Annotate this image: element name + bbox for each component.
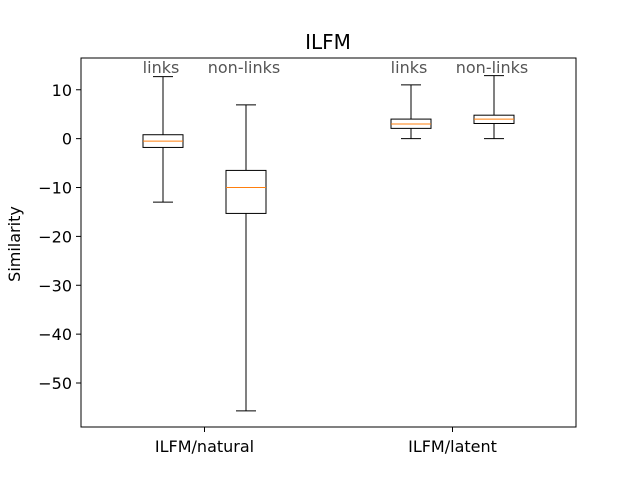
box-annotation-links: links (391, 58, 428, 77)
box-non-links-3 (473, 75, 515, 140)
box-links-2 (390, 84, 432, 140)
box-annotation-non-links: non-links (456, 58, 528, 77)
box-annotations: links non-links links non-links (143, 58, 529, 77)
x-axis-group-labels: ILFM/natural ILFM/latent (155, 427, 497, 456)
y-tick-label: 10 (52, 81, 72, 100)
y-tick-label: −40 (38, 325, 72, 344)
y-tick-label: −20 (38, 227, 72, 246)
plot-frame (80, 57, 577, 428)
box-annotation-non-links: non-links (208, 58, 280, 77)
interquartile-box (225, 169, 267, 214)
box-annotation-links: links (143, 58, 180, 77)
y-tick-label: −30 (38, 276, 72, 295)
box-links-0 (142, 76, 184, 203)
x-group-label: ILFM/latent (408, 437, 497, 456)
chart-title: ILFM (305, 30, 351, 54)
y-axis-ticks: 10 0 −10 −20 −30 −40 −50 (38, 81, 81, 393)
y-axis-label: Similarity (5, 206, 24, 282)
y-tick-label: −10 (38, 179, 72, 198)
y-tick-label: −50 (38, 374, 72, 393)
y-tick-label: 0 (62, 130, 72, 149)
x-group-label: ILFM/natural (155, 437, 254, 456)
boxes-layer (142, 75, 515, 412)
box-non-links-1 (225, 104, 267, 412)
